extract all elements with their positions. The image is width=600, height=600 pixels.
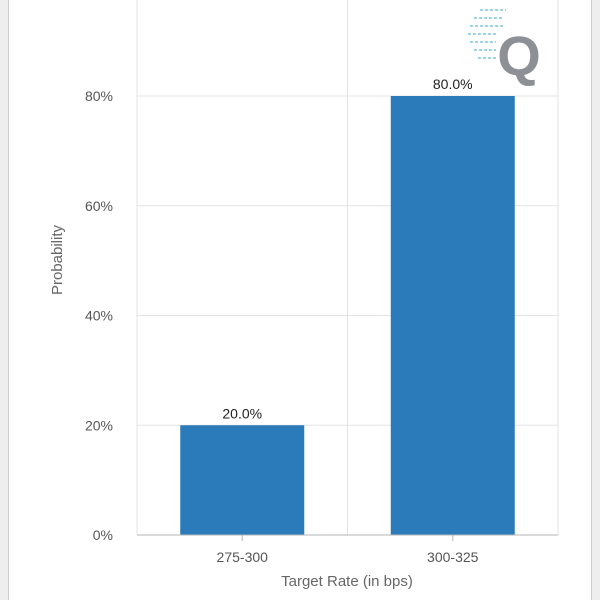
x-axis-title: Target Rate (in bps) [281,573,413,590]
y-tick-label: 60% [85,198,113,214]
watermark-accent-dashes [468,9,506,59]
watermark-logo: Q [468,9,541,87]
watermark-letter: Q [497,24,541,87]
y-tick-label: 20% [85,417,113,433]
data-label: 20.0% [222,405,262,421]
y-tick-labels: 0% 20% 40% 60% 80% [85,88,113,543]
bar [390,96,515,535]
bars [180,96,515,535]
x-tick-labels: 275-300 300-325 [217,535,479,565]
x-tick-label: 275-300 [217,549,269,565]
data-labels: 20.0% 80.0% [222,76,472,421]
y-tick-label: 0% [93,527,113,543]
x-tick-label: 300-325 [427,549,479,565]
bar [180,425,305,535]
y-axis-title: Probability [49,224,66,295]
data-label: 80.0% [433,76,473,92]
y-tick-label: 40% [85,308,113,324]
y-tick-label: 80% [85,88,113,104]
